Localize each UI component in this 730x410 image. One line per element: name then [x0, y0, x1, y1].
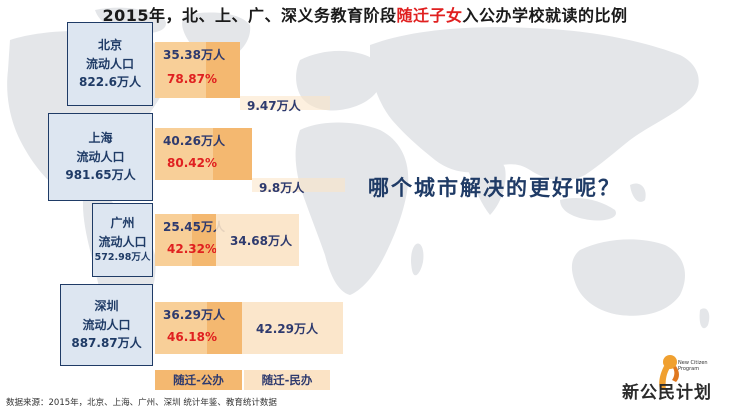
- bar-public-highlight: [155, 302, 207, 354]
- bar-public-2: [155, 214, 216, 266]
- bar-public-label: 35.38万人: [163, 48, 225, 62]
- bar-private-label: 34.68万人: [230, 234, 292, 248]
- city-population: 887.87万人: [71, 336, 142, 351]
- city-population: 981.65万人: [65, 168, 136, 183]
- bar-public-label: 36.29万人: [163, 308, 225, 322]
- bar-public-highlight: [155, 214, 192, 266]
- bar-public-label: 40.26万人: [163, 134, 225, 148]
- new-citizen-logo-icon: [659, 355, 679, 390]
- city-label: 流动人口: [85, 56, 134, 71]
- bar-public-percent: 80.42%: [167, 156, 217, 170]
- bar-public-0: [155, 42, 240, 98]
- city-population: 822.6万人: [79, 75, 141, 90]
- bar-private-label: 42.29万人: [256, 322, 318, 336]
- bar-public-highlight: [155, 128, 213, 180]
- legend-public-label: 随迁-公办: [173, 373, 224, 387]
- city-name: 北京: [97, 38, 122, 53]
- bar-private-1: [252, 178, 345, 192]
- bar-public-percent: 42.32%: [167, 242, 217, 256]
- city-box-shenzhen: 深圳 流动人口 887.87万人: [60, 284, 153, 366]
- city-label: 流动人口: [98, 234, 147, 249]
- bar-public-highlight: [155, 42, 206, 98]
- legend-public: 随迁-公办: [155, 370, 242, 390]
- bar-private-3: [242, 302, 343, 354]
- city-population: 572.98万人: [94, 252, 151, 264]
- page-title: 2015年，北、上、广、深义务教育阶段随迁子女入公办学校就读的比例: [102, 6, 628, 25]
- bar-public-3: [155, 302, 242, 354]
- city-box-guangzhou: 广州 流动人口 572.98万人: [92, 203, 153, 277]
- logo-subtitle: New Citizen Program: [678, 360, 708, 372]
- bar-private-label: 9.8万人: [259, 181, 305, 195]
- bar-private-0: [240, 96, 330, 110]
- city-name: 上海: [88, 131, 113, 146]
- legend-private-label: 随迁-民办: [261, 373, 313, 387]
- bar-public-percent: 78.87%: [167, 72, 217, 86]
- bar-private-label: 9.47万人: [247, 99, 301, 113]
- city-name: 广州: [110, 216, 135, 231]
- city-box-beijing: 北京 流动人口 822.6万人: [67, 22, 153, 106]
- city-name: 深圳: [94, 299, 119, 314]
- logo-text: 新公民计划: [622, 383, 712, 403]
- legend-private: 随迁-民办: [244, 370, 330, 390]
- bar-public-1: [155, 128, 252, 180]
- city-label: 流动人口: [76, 149, 125, 164]
- bar-private-2: [216, 214, 299, 266]
- city-box-shanghai: 上海 流动人口 981.65万人: [48, 113, 153, 201]
- bar-public-label: 25.45万人: [163, 220, 225, 234]
- question-text: 哪个城市解决的更好呢？: [368, 176, 621, 200]
- bar-public-percent: 46.18%: [167, 330, 217, 344]
- city-label: 流动人口: [82, 317, 131, 332]
- data-source-note: 数据来源：2015年，北京、上海、广州、深圳 统计年鉴、教育统计数据: [6, 398, 277, 408]
